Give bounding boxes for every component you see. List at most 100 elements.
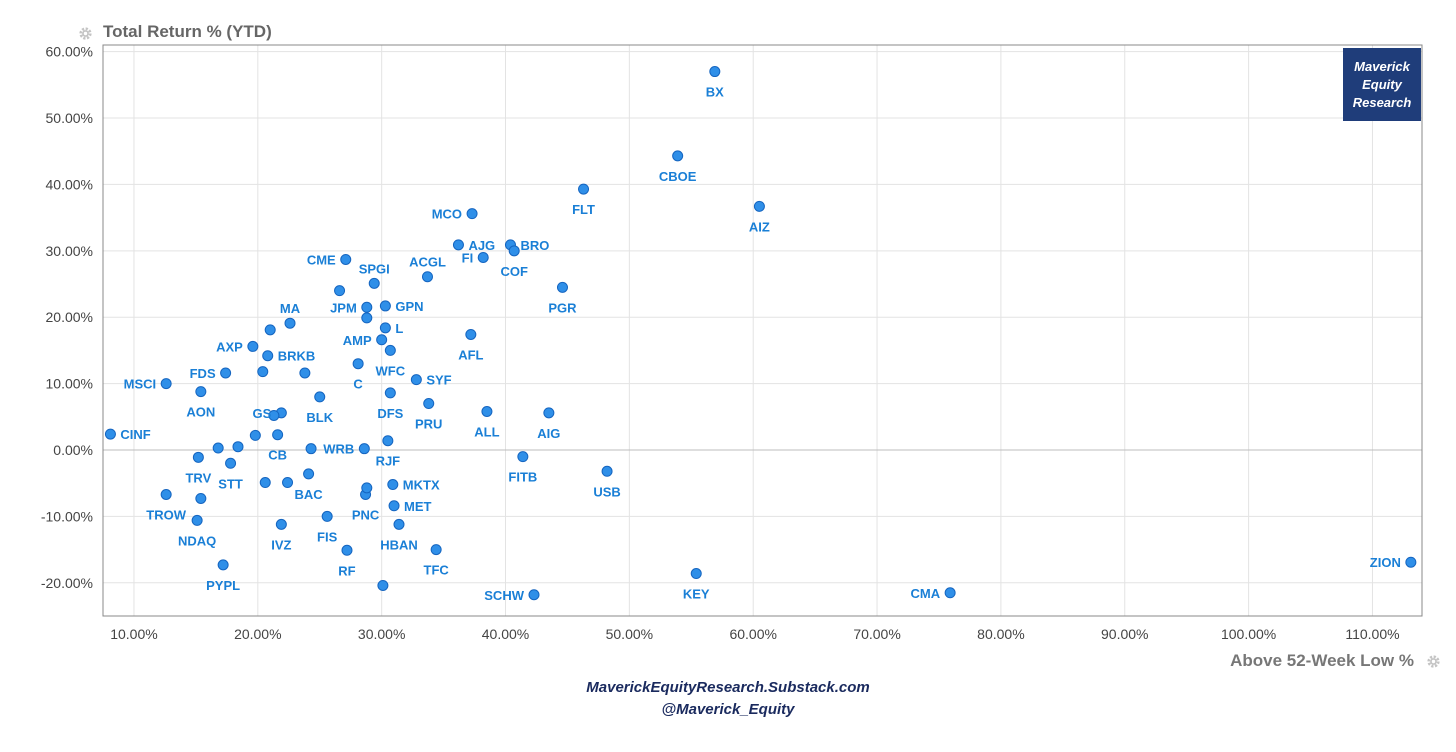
- data-point[interactable]: [303, 468, 315, 480]
- data-point[interactable]: [268, 409, 280, 421]
- data-point[interactable]: [314, 391, 326, 403]
- data-point[interactable]: [387, 479, 399, 491]
- data-point[interactable]: [361, 312, 373, 324]
- data-point[interactable]: [358, 443, 370, 455]
- data-point[interactable]: [430, 544, 442, 556]
- point-label: DFS: [377, 406, 403, 421]
- data-point[interactable]: [299, 367, 311, 379]
- data-point[interactable]: [282, 477, 294, 489]
- data-point[interactable]: [361, 482, 373, 494]
- data-point[interactable]: [477, 251, 489, 263]
- data-point[interactable]: [334, 285, 346, 297]
- point-label: BAC: [295, 487, 324, 502]
- data-point[interactable]: [466, 208, 478, 220]
- data-point[interactable]: [259, 477, 271, 489]
- data-point[interactable]: [232, 441, 244, 453]
- point-label: FITB: [508, 470, 537, 485]
- point-label: GS: [253, 406, 272, 421]
- data-point[interactable]: [368, 277, 380, 289]
- data-point[interactable]: [1405, 556, 1417, 568]
- data-point[interactable]: [410, 374, 422, 386]
- point-label: FLT: [572, 202, 595, 217]
- data-point[interactable]: [376, 334, 388, 346]
- y-tick-label: 40.00%: [46, 176, 93, 192]
- data-point[interactable]: [543, 407, 555, 419]
- data-point[interactable]: [384, 344, 396, 356]
- data-point[interactable]: [262, 350, 274, 362]
- gear-icon[interactable]: [1425, 653, 1442, 670]
- data-point[interactable]: [452, 239, 464, 251]
- data-point[interactable]: [257, 366, 269, 378]
- data-point[interactable]: [264, 324, 276, 336]
- data-point[interactable]: [217, 559, 229, 571]
- point-label: CB: [268, 448, 287, 463]
- point-label: MA: [280, 301, 301, 316]
- data-point[interactable]: [160, 488, 172, 500]
- data-point[interactable]: [465, 328, 477, 340]
- data-point[interactable]: [423, 398, 435, 410]
- data-point[interactable]: [212, 442, 224, 454]
- data-point[interactable]: [384, 387, 396, 399]
- point-label: USB: [593, 484, 620, 499]
- data-point[interactable]: [305, 443, 317, 455]
- data-point[interactable]: [601, 465, 613, 477]
- data-point[interactable]: [421, 271, 433, 283]
- y-tick-label: 60.00%: [46, 44, 93, 60]
- point-label: C: [353, 377, 363, 392]
- data-point[interactable]: [393, 518, 405, 530]
- data-point[interactable]: [104, 428, 116, 440]
- data-point[interactable]: [382, 435, 394, 447]
- data-point[interactable]: [225, 457, 237, 469]
- point-label: AIG: [537, 426, 560, 441]
- data-point[interactable]: [341, 544, 353, 556]
- point-label: SCHW: [484, 588, 524, 603]
- data-point[interactable]: [160, 378, 172, 390]
- data-point[interactable]: [690, 568, 702, 580]
- data-point[interactable]: [192, 451, 204, 463]
- data-point[interactable]: [388, 500, 400, 512]
- data-point[interactable]: [481, 406, 493, 418]
- data-point[interactable]: [352, 358, 364, 370]
- point-label: IVZ: [271, 537, 291, 552]
- tick-labels: 10.00% 20.00% 30.00% 40.00% 50.00% 60.00% 70.0…: [41, 44, 1400, 642]
- y-tick-label: -10.00%: [41, 508, 93, 524]
- data-point[interactable]: [340, 253, 352, 265]
- gear-icon[interactable]: [77, 25, 94, 42]
- point-label: NDAQ: [178, 533, 216, 548]
- data-point[interactable]: [220, 367, 232, 379]
- x-tick-label: 20.00%: [234, 626, 281, 642]
- data-point[interactable]: [284, 317, 296, 329]
- brand-badge: Maverick Equity Research: [1343, 48, 1421, 121]
- point-label: CME: [307, 252, 336, 267]
- data-point[interactable]: [578, 183, 590, 195]
- data-point[interactable]: [272, 429, 284, 441]
- data-point[interactable]: [379, 300, 391, 312]
- point-label: ALL: [474, 425, 499, 440]
- data-point[interactable]: [195, 492, 207, 504]
- data-point[interactable]: [247, 340, 259, 352]
- data-point[interactable]: [377, 579, 389, 591]
- data-point[interactable]: [753, 200, 765, 212]
- data-point[interactable]: [709, 66, 721, 78]
- point-label: KEY: [683, 587, 710, 602]
- data-point[interactable]: [379, 322, 391, 334]
- data-point[interactable]: [195, 386, 207, 398]
- y-tick-label: 30.00%: [46, 243, 93, 259]
- data-point[interactable]: [191, 514, 203, 526]
- point-label: SPGI: [359, 261, 390, 276]
- data-point[interactable]: [528, 589, 540, 601]
- data-point[interactable]: [361, 301, 373, 313]
- data-point[interactable]: [321, 510, 333, 522]
- data-point[interactable]: [275, 518, 287, 530]
- footer-site: MaverickEquityResearch.Substack.com: [586, 679, 870, 696]
- data-point[interactable]: [249, 429, 261, 441]
- point-label: WRB: [323, 442, 354, 457]
- data-point[interactable]: [517, 451, 529, 463]
- data-point[interactable]: [672, 150, 684, 162]
- data-point[interactable]: [944, 587, 956, 599]
- axes: [102, 44, 1423, 617]
- point-label: AIZ: [749, 219, 770, 234]
- data-point[interactable]: [556, 281, 568, 293]
- data-point[interactable]: [508, 245, 520, 257]
- point-label: FI: [462, 250, 474, 265]
